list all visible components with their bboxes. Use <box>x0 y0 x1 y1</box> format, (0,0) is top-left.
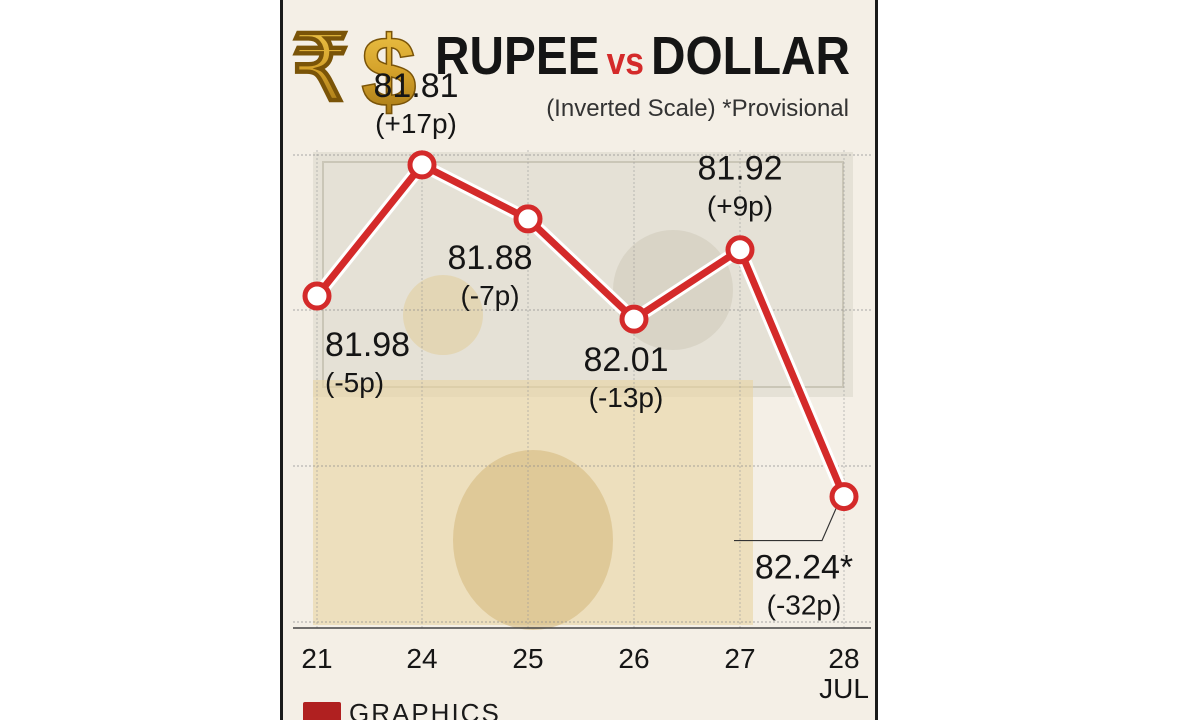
series-line <box>310 158 851 504</box>
x-tick-label: 26 <box>618 643 649 674</box>
rupee-symbol-icon: ₹ <box>291 18 350 120</box>
title-vs: vs <box>607 41 644 83</box>
data-label-change: (+9p) <box>707 191 773 222</box>
chart-title: RUPEEvsDOLLAR <box>435 26 850 86</box>
data-label-change: (+17p) <box>375 108 457 139</box>
series-line-path <box>313 161 848 501</box>
data-label-change: (-32p) <box>767 590 842 621</box>
data-labels: 81.98(-5p) 81.81(+17p) 81.88(-7p) 82.01(-13… <box>325 67 853 621</box>
data-point <box>829 482 859 512</box>
rupee-note-background <box>313 275 753 630</box>
x-axis-unit-label: JUL <box>819 673 869 704</box>
leader-line <box>734 508 837 542</box>
chart-subtitle: (Inverted Scale) *Provisional <box>546 95 849 122</box>
data-label-value: 81.92 <box>697 150 782 188</box>
data-label-value: 81.98 <box>325 326 410 364</box>
data-label-change: (-13p) <box>589 382 664 413</box>
data-point <box>407 150 437 180</box>
data-label-value: 81.88 <box>447 239 532 277</box>
data-point <box>513 204 543 234</box>
data-point <box>619 304 649 334</box>
data-point <box>302 281 332 311</box>
publisher-logo-icon <box>303 702 341 720</box>
x-tick-label: 24 <box>406 643 437 674</box>
gridlines <box>293 150 871 628</box>
x-tick-label: 21 <box>301 643 332 674</box>
dollar-symbol-icon: $ <box>361 16 417 128</box>
data-label-change: (-5p) <box>325 367 384 398</box>
data-label-change: (-7p) <box>460 280 519 311</box>
footer-label: GRAPHICS <box>349 697 501 720</box>
x-tick-label: 28 <box>828 643 859 674</box>
x-tick-label: 27 <box>724 643 755 674</box>
data-points <box>302 150 859 512</box>
x-tick-label: 25 <box>512 643 543 674</box>
currency-symbols-logo: ₹ $ <box>290 15 417 129</box>
title-dollar: DOLLAR <box>651 26 850 86</box>
data-label-value: 82.24* <box>755 549 853 587</box>
data-label-value: 81.81 <box>373 67 458 105</box>
rupee-dollar-chart: ₹ $ RUPEEvsDOLLAR (Inverted Scale) *Prov… <box>290 15 871 704</box>
chart-panel: ₹ $ RUPEEvsDOLLAR (Inverted Scale) *Prov… <box>280 0 878 720</box>
title-rupee: RUPEE <box>435 26 600 86</box>
footer: GRAPHICS <box>303 698 501 720</box>
data-label-value: 82.01 <box>583 341 668 379</box>
data-point <box>725 235 755 265</box>
